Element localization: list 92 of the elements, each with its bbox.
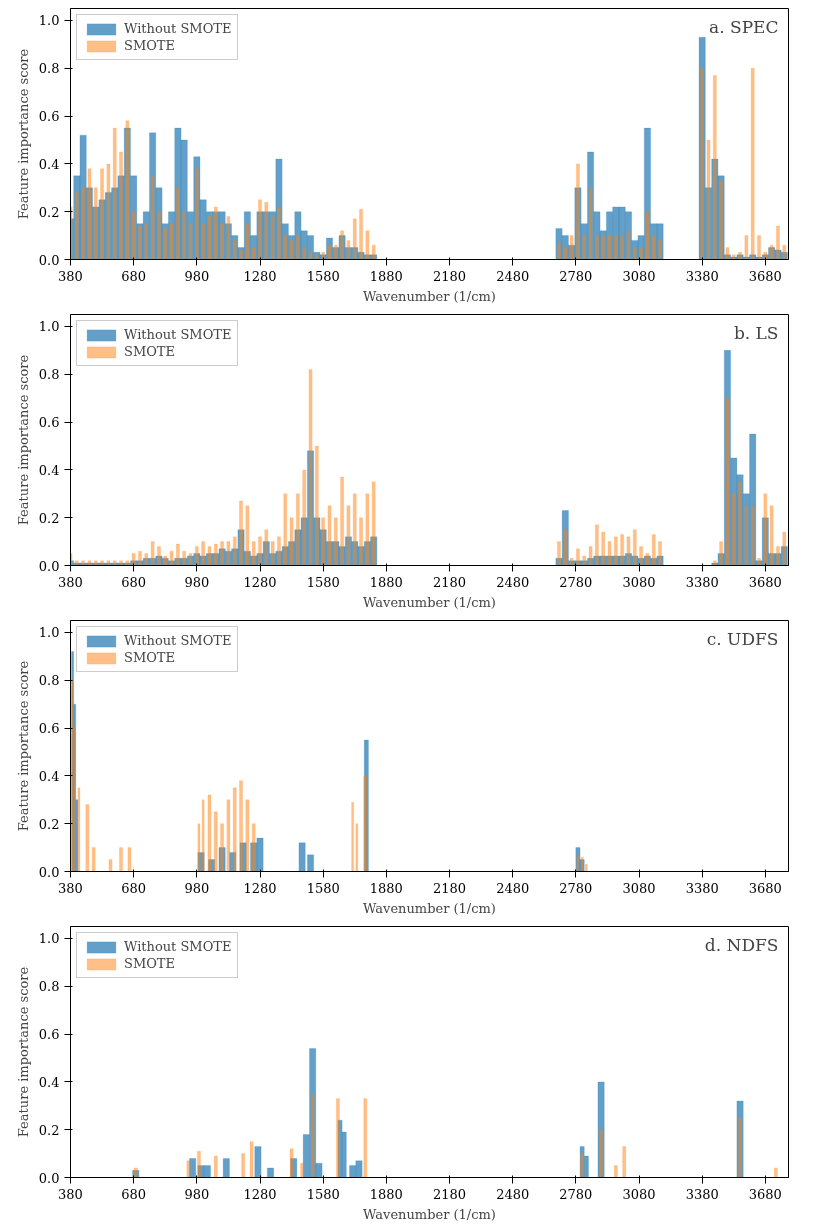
x-tick-label: 2180	[432, 268, 467, 284]
legend-label: SMOTE	[124, 650, 176, 665]
legend-label: Without SMOTE	[124, 21, 232, 36]
x-tick-label: 3080	[622, 1186, 656, 1202]
y-tick-label: 0.4	[38, 156, 60, 172]
y-tick-label: 1.0	[38, 625, 60, 641]
text: b. LS	[733, 322, 779, 343]
x-tick-label: 380	[58, 574, 83, 590]
x-axis-title: Wavenumber (1/cm)	[363, 594, 496, 610]
y-tick-label: 0.6	[38, 1027, 60, 1043]
y-tick-label: 0.4	[38, 462, 60, 478]
y-tick-label: 0.2	[38, 1122, 60, 1138]
x-tick-label: 1580	[306, 268, 340, 284]
legend-label: SMOTE	[124, 38, 176, 53]
y-tick-label: 1.0	[38, 13, 60, 29]
x-tick-label: 1880	[369, 1186, 403, 1202]
x-tick-label: 2780	[559, 268, 593, 284]
x-tick-label: 2780	[559, 880, 593, 896]
legend-label: SMOTE	[124, 344, 176, 359]
x-tick-label: 3380	[685, 880, 719, 896]
x-tick-label: 2780	[559, 1186, 593, 1202]
x-tick-label: 1280	[243, 880, 277, 896]
y-tick-label: 0.0	[38, 558, 60, 574]
x-tick-label: 2180	[432, 880, 467, 896]
y-axis-title: Feature importance score	[15, 48, 31, 220]
x-tick-label: 380	[58, 880, 83, 896]
x-tick-label: 3680	[748, 268, 782, 284]
x-tick-label: 3080	[622, 880, 656, 896]
y-axis-title: Feature importance score	[15, 354, 31, 526]
x-tick-label: 3680	[748, 880, 782, 896]
x-axis-title: Wavenumber (1/cm)	[363, 1206, 496, 1222]
x-axis-title: Wavenumber (1/cm)	[363, 288, 496, 304]
x-tick-label: 1880	[369, 880, 403, 896]
x-tick-label: 1280	[243, 268, 277, 284]
y-tick-label: 0.8	[38, 61, 60, 77]
y-tick-label: 0.2	[38, 510, 60, 526]
x-tick-label: 980	[184, 1186, 210, 1202]
x-tick-label: 980	[184, 268, 210, 284]
y-tick-label: 0.2	[38, 204, 60, 220]
x-tick-label: 1280	[243, 1186, 277, 1202]
legend-label: Without SMOTE	[124, 939, 232, 954]
y-tick-label: 0.8	[38, 673, 60, 689]
y-tick-label: 0.6	[38, 415, 60, 431]
x-tick-label: 3680	[748, 574, 782, 590]
y-tick-label: 0.4	[38, 768, 60, 784]
text: c. UDFS	[706, 628, 779, 649]
y-axis-title: Feature importance score	[15, 966, 31, 1138]
x-tick-label: 3080	[622, 574, 656, 590]
x-tick-label: 1580	[306, 880, 340, 896]
y-tick-label: 0.6	[38, 721, 60, 737]
y-tick-label: 0.0	[38, 1170, 60, 1186]
x-tick-label: 980	[184, 574, 210, 590]
y-tick-label: 0.8	[38, 367, 60, 383]
y-tick-label: 0.8	[38, 979, 60, 995]
text: a. SPEC	[709, 16, 779, 37]
x-tick-label: 2480	[496, 880, 530, 896]
x-tick-label: 1880	[369, 574, 403, 590]
y-tick-label: 0.0	[38, 864, 60, 880]
x-tick-label: 2180	[432, 574, 467, 590]
y-tick-label: 1.0	[38, 931, 60, 947]
text: d. NDFS	[704, 934, 779, 955]
x-tick-label: 2480	[496, 574, 530, 590]
x-tick-label: 680	[121, 880, 147, 896]
x-tick-label: 3380	[685, 268, 719, 284]
x-tick-label: 3380	[685, 574, 719, 590]
x-tick-label: 2480	[496, 268, 530, 284]
legend-label: Without SMOTE	[124, 327, 232, 342]
x-tick-label: 380	[58, 268, 83, 284]
x-tick-label: 1280	[243, 574, 277, 590]
x-tick-label: 3380	[685, 1186, 719, 1202]
legend-label: SMOTE	[124, 956, 176, 971]
y-tick-label: 0.4	[38, 1074, 60, 1090]
x-tick-label: 2180	[432, 1186, 467, 1202]
x-tick-label: 380	[58, 1186, 83, 1202]
x-tick-label: 3080	[622, 268, 656, 284]
x-tick-label: 1880	[369, 268, 403, 284]
x-tick-label: 1580	[306, 1186, 340, 1202]
x-tick-label: 3680	[748, 1186, 782, 1202]
x-tick-label: 980	[184, 880, 210, 896]
x-tick-label: 2780	[559, 574, 593, 590]
x-tick-label: 1580	[306, 574, 340, 590]
y-axis-title: Feature importance score	[15, 660, 31, 832]
legend-label: Without SMOTE	[124, 633, 232, 648]
x-axis-title: Wavenumber (1/cm)	[363, 900, 496, 916]
y-tick-label: 1.0	[38, 319, 60, 335]
x-tick-label: 2480	[496, 1186, 530, 1202]
y-tick-label: 0.6	[38, 109, 60, 125]
x-tick-label: 680	[121, 268, 147, 284]
x-tick-label: 680	[121, 1186, 147, 1202]
y-tick-label: 0.2	[38, 816, 60, 832]
y-tick-label: 0.0	[38, 252, 60, 268]
x-tick-label: 680	[121, 574, 147, 590]
